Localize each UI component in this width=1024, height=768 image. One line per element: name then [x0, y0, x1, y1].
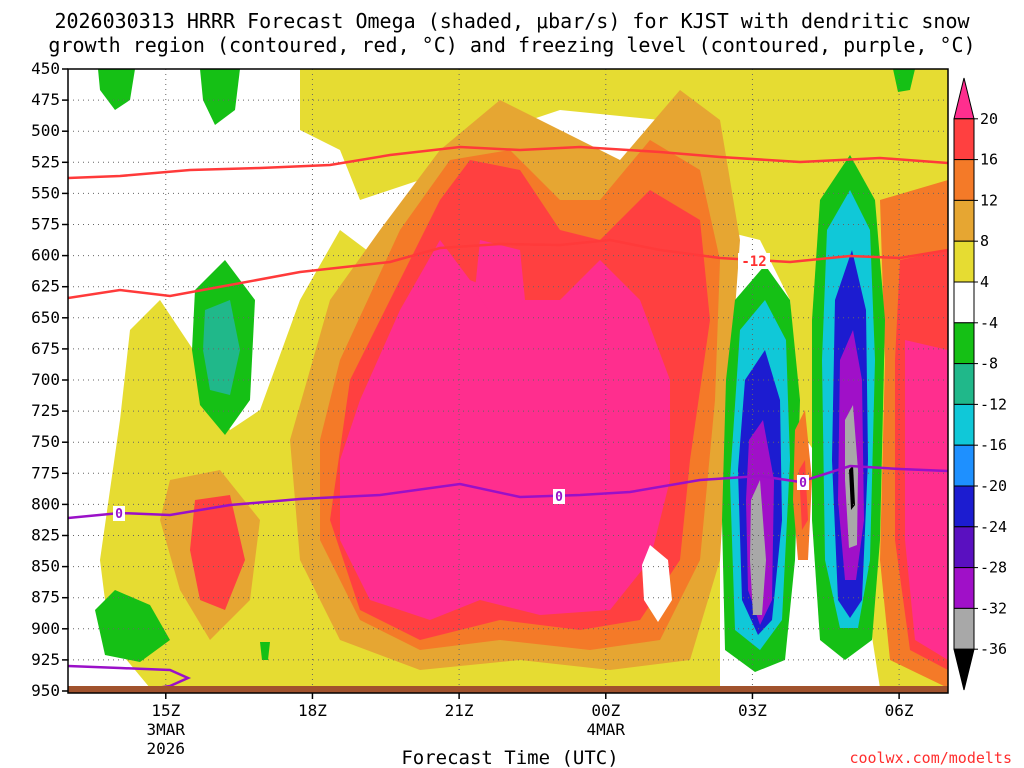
- y-tick-label: 450: [31, 59, 60, 78]
- contour-label-zero-1-text: 0: [115, 507, 123, 522]
- colorbar-tick-label: 12: [980, 191, 998, 209]
- omega-negative-shading: [95, 69, 915, 672]
- omega-column-1-neg32: [750, 480, 766, 615]
- colorbar-tick-label: -12: [980, 395, 1007, 413]
- colorbar-swatch: [953, 403, 975, 446]
- x-tick-date: 4MAR: [587, 720, 626, 739]
- colorbar-swatch: [953, 199, 975, 242]
- colorbar-tick-label: 20: [980, 110, 998, 128]
- y-tick-label: 600: [31, 246, 60, 265]
- chart-title-line1: 2026030313 HRRR Forecast Omega (shaded, …: [54, 9, 970, 33]
- colorbar-tick-label: -20: [980, 477, 1007, 495]
- omega-band-4-hole: [642, 545, 672, 622]
- omega-band-16-left: [190, 495, 245, 610]
- colorbar-tick-label: -8: [980, 355, 998, 373]
- chart-title-line2: growth region (contoured, red, °C) and f…: [48, 33, 975, 57]
- y-tick-label: 575: [31, 215, 60, 234]
- x-tick-label: 18Z: [298, 701, 327, 720]
- omega-band-neg4-tiny: [260, 642, 270, 660]
- colorbar-tick-label: -28: [980, 559, 1007, 577]
- x-tick-label: 03Z: [738, 701, 767, 720]
- colorbar-tick-label: -24: [980, 518, 1007, 536]
- x-tick-label: 00Z: [591, 701, 620, 720]
- y-tick-label: 900: [31, 619, 60, 638]
- colorbar-tick-label: 4: [980, 273, 989, 291]
- terrain-strip: [68, 686, 948, 693]
- colorbar-swatch: [953, 159, 975, 201]
- contour-label-neg12-text: -12: [741, 254, 766, 270]
- colorbar-tick-label: -32: [980, 599, 1007, 617]
- omega-band-4: [300, 69, 948, 688]
- colorbar-tick-label: -36: [980, 640, 1007, 658]
- omega-column-2-neg36: [849, 465, 855, 510]
- freezing-level-contour: [68, 464, 948, 520]
- omega-band-neg4-topright: [893, 69, 915, 92]
- y-tick-label: 800: [31, 494, 60, 513]
- colorbar-swatch: [953, 444, 975, 487]
- colorbar-tick-label: -16: [980, 436, 1007, 454]
- plot-frame: [67, 68, 949, 694]
- y-tick-label: 925: [31, 650, 60, 669]
- omega-band-neg4-top2: [200, 69, 240, 125]
- contour-label-zero-1: 0: [113, 506, 125, 522]
- colorbar-swatch: [953, 485, 975, 528]
- contour-label-neg12: -12: [738, 253, 770, 270]
- omega-band-20-right: [905, 340, 948, 660]
- colorbar-tick-label: 8: [980, 232, 989, 250]
- omega-band-20: [340, 240, 670, 620]
- x-tick-year: 2026: [147, 739, 186, 758]
- y-tick-label: 750: [31, 432, 60, 451]
- contour-label-zero-3: 0: [797, 475, 809, 491]
- credit-text: coolwx.com/modelts: [849, 749, 1012, 767]
- y-tick-label: 550: [31, 183, 60, 202]
- colorbar-swatch: [953, 363, 975, 405]
- colorbar-swatch: [953, 281, 975, 324]
- colorbar-tick-label: 16: [980, 151, 998, 169]
- x-tick-label: 15Z: [151, 701, 180, 720]
- colorbar-swatch: [953, 648, 975, 691]
- y-tick-label: 875: [31, 588, 60, 607]
- omega-band-neg4-top: [98, 69, 135, 110]
- x-tick-label: 21Z: [445, 701, 474, 720]
- y-tick-label: 850: [31, 557, 60, 576]
- omega-band-neg4-low: [95, 590, 170, 662]
- colorbar-swatch: [953, 607, 975, 650]
- omega-band-20-upper: [475, 240, 525, 320]
- colorbar-swatch: [953, 118, 975, 161]
- colorbar-swatch: [953, 526, 975, 569]
- colorbar: 20 16 12 8 4 -4 -8 -12 -16 -20 -24 -28 -32 -36: [953, 77, 1007, 691]
- y-axis: 450 475 500 525 550 575 600 625 650 675 700 725 750 7…: [31, 59, 68, 700]
- omega-positive-shading: [100, 69, 948, 688]
- y-tick-label: 700: [31, 370, 60, 389]
- dgz-contour-lower: [68, 238, 948, 300]
- colorbar-tick-label: -4: [980, 314, 998, 332]
- dgz-contour-upper: [68, 145, 948, 180]
- contour-label-zero-2: 0: [553, 489, 565, 505]
- colorbar-swatch: [953, 322, 975, 365]
- omega-band-neg8-mid: [203, 300, 240, 395]
- colorbar-swatch: [953, 77, 975, 120]
- y-tick-label: 775: [31, 463, 60, 482]
- colorbar-swatch: [953, 240, 975, 283]
- y-tick-label: 725: [31, 401, 60, 420]
- y-tick-label: 500: [31, 121, 60, 140]
- y-tick-label: 950: [31, 681, 60, 700]
- contour-label-zero-2-text: 0: [555, 490, 563, 505]
- y-tick-label: 475: [31, 90, 60, 109]
- y-tick-label: 650: [31, 308, 60, 327]
- x-tick-date: 3MAR: [147, 720, 186, 739]
- y-tick-label: 825: [31, 526, 60, 545]
- gridlines: [68, 69, 948, 693]
- colorbar-swatch: [953, 567, 975, 609]
- y-tick-label: 675: [31, 339, 60, 358]
- y-tick-label: 525: [31, 152, 60, 171]
- y-tick-label: 625: [31, 277, 60, 296]
- x-axis-label: Forecast Time (UTC): [401, 747, 618, 768]
- plot-area: -12 0 0 0: [68, 69, 948, 693]
- contour-label-zero-3-text: 0: [799, 476, 807, 491]
- x-tick-label: 06Z: [885, 701, 914, 720]
